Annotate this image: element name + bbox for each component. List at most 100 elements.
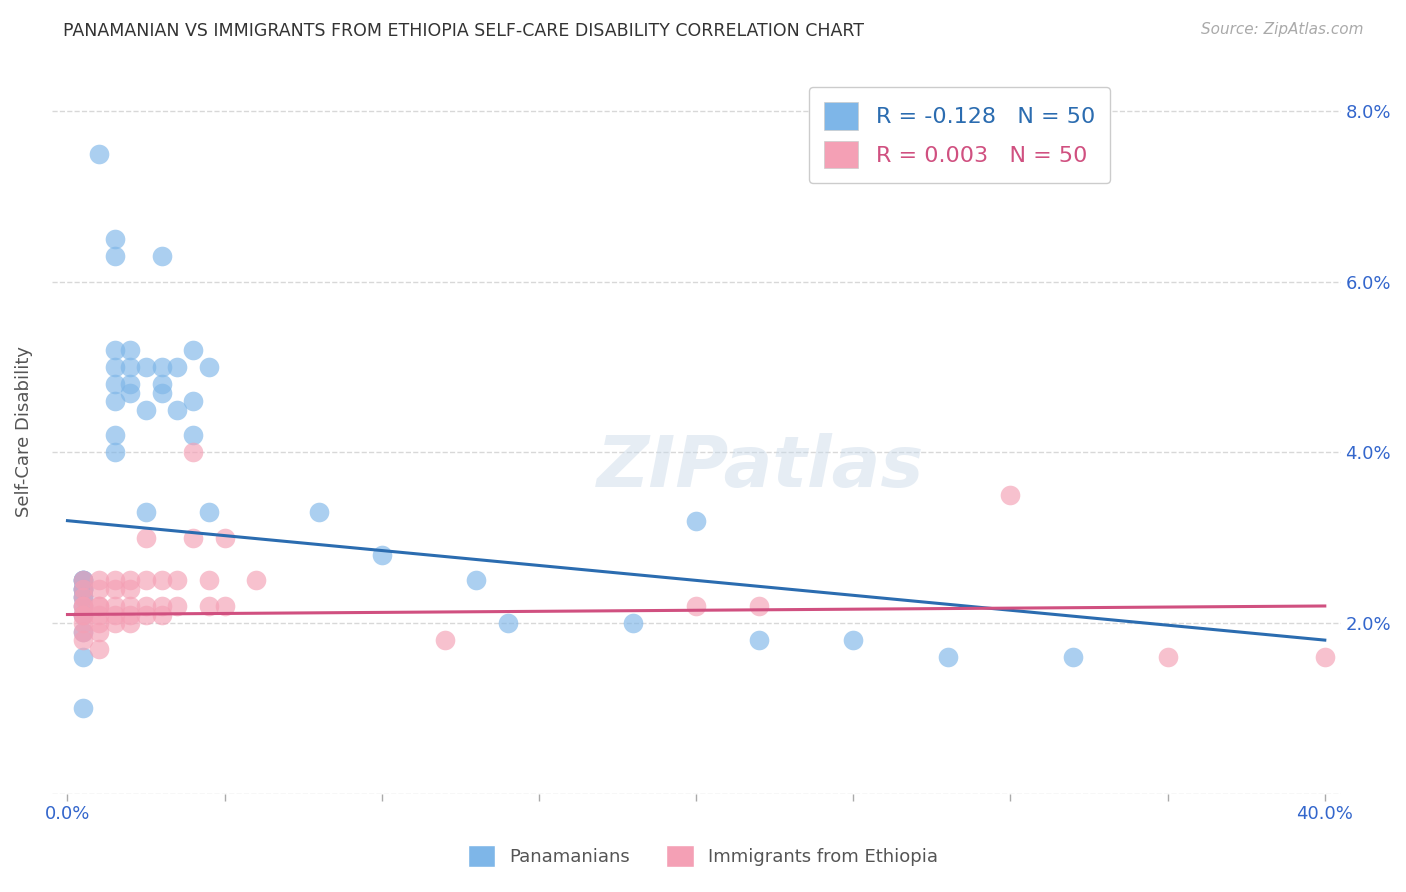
Point [72, 582, 94, 596]
Point [72, 599, 94, 613]
Point [621, 615, 644, 630]
Point [181, 428, 204, 442]
Point [214, 531, 236, 545]
Point [496, 615, 519, 630]
Point [87, 641, 110, 656]
Point [120, 582, 142, 596]
Point [104, 615, 127, 630]
Point [87, 607, 110, 622]
Point [150, 599, 173, 613]
Point [104, 428, 127, 442]
Legend: Panamanians, Immigrants from Ethiopia: Panamanians, Immigrants from Ethiopia [461, 838, 945, 874]
Point [104, 343, 127, 357]
Point [72, 624, 94, 639]
Point [104, 394, 127, 409]
Point [842, 633, 865, 648]
Point [72, 591, 94, 605]
Point [104, 574, 127, 588]
Point [135, 531, 157, 545]
Point [465, 574, 488, 588]
Point [166, 402, 188, 417]
Point [104, 377, 127, 392]
Point [104, 360, 127, 375]
Point [166, 360, 188, 375]
Text: Source: ZipAtlas.com: Source: ZipAtlas.com [1201, 22, 1364, 37]
Point [181, 531, 204, 545]
Point [104, 445, 127, 459]
Legend: R = -0.128   N = 50, R = 0.003   N = 50: R = -0.128 N = 50, R = 0.003 N = 50 [808, 87, 1111, 184]
Point [198, 505, 221, 519]
Point [72, 633, 94, 648]
Point [120, 607, 142, 622]
Point [1062, 650, 1084, 665]
Point [150, 607, 173, 622]
Point [150, 360, 173, 375]
Point [166, 574, 188, 588]
Point [72, 650, 94, 665]
Point [150, 249, 173, 263]
Point [371, 548, 394, 562]
Point [72, 582, 94, 596]
Point [135, 360, 157, 375]
Point [135, 574, 157, 588]
Point [104, 607, 127, 622]
Point [135, 505, 157, 519]
Point [72, 624, 94, 639]
Point [87, 146, 110, 161]
Point [72, 574, 94, 588]
Point [120, 574, 142, 588]
Y-axis label: Self-Care Disability: Self-Care Disability [15, 345, 32, 516]
Point [72, 599, 94, 613]
Point [104, 582, 127, 596]
Point [135, 402, 157, 417]
Point [87, 615, 110, 630]
Point [120, 615, 142, 630]
Point [72, 701, 94, 715]
Point [72, 582, 94, 596]
Point [87, 599, 110, 613]
Point [120, 385, 142, 400]
Point [87, 582, 110, 596]
Point [166, 599, 188, 613]
Point [135, 599, 157, 613]
Point [104, 599, 127, 613]
Point [120, 377, 142, 392]
Point [104, 249, 127, 263]
Point [198, 574, 221, 588]
Point [87, 624, 110, 639]
Point [72, 574, 94, 588]
Point [135, 607, 157, 622]
Point [214, 599, 236, 613]
Point [150, 377, 173, 392]
Point [72, 599, 94, 613]
Point [1000, 488, 1022, 502]
Point [685, 514, 707, 528]
Point [1313, 650, 1336, 665]
Point [150, 574, 173, 588]
Point [120, 343, 142, 357]
Point [72, 607, 94, 622]
Point [72, 607, 94, 622]
Point [72, 574, 94, 588]
Point [181, 394, 204, 409]
Point [120, 360, 142, 375]
Point [245, 574, 267, 588]
Point [72, 582, 94, 596]
Point [72, 615, 94, 630]
Point [104, 232, 127, 246]
Point [72, 607, 94, 622]
Point [72, 591, 94, 605]
Text: ZIPatlas: ZIPatlas [598, 433, 924, 502]
Point [748, 633, 770, 648]
Point [120, 599, 142, 613]
Point [198, 360, 221, 375]
Point [87, 599, 110, 613]
Point [198, 599, 221, 613]
Point [748, 599, 770, 613]
Point [181, 445, 204, 459]
Point [1156, 650, 1178, 665]
Point [150, 385, 173, 400]
Point [181, 343, 204, 357]
Point [685, 599, 707, 613]
Point [72, 591, 94, 605]
